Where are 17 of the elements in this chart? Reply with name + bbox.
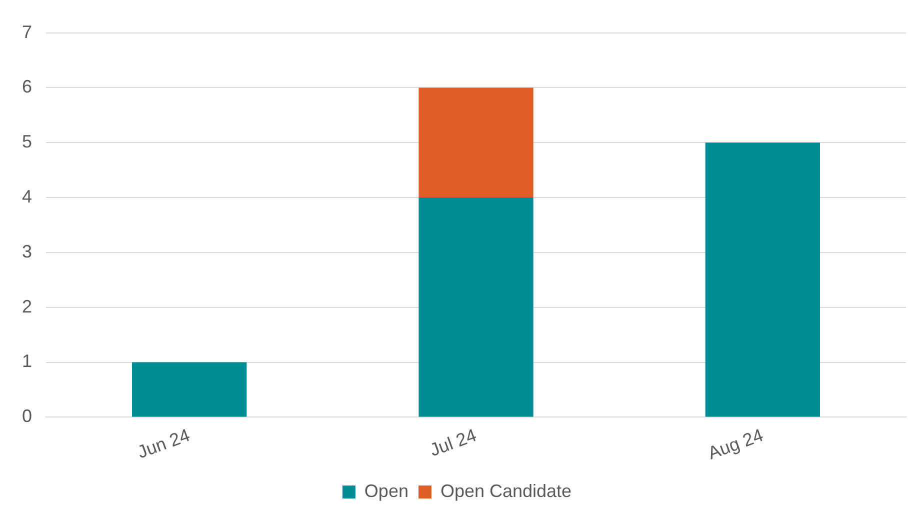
y-tick-label: 7: [22, 22, 32, 42]
y-tick-label: 2: [22, 296, 32, 316]
legend-label: Open: [364, 480, 408, 501]
bar: [418, 88, 534, 198]
y-tick-label: 6: [22, 76, 32, 97]
y-tick-label: 0: [22, 406, 32, 426]
bar: [132, 362, 247, 417]
y-tick-label: 4: [22, 186, 32, 207]
x-tick-label: Jun 24: [134, 424, 192, 462]
bar: [418, 198, 534, 417]
x-tick-label: Aug 24: [705, 424, 766, 464]
y-tick-label: 5: [22, 132, 32, 152]
legend-label: Open Candidate: [440, 480, 572, 501]
bar: [705, 142, 820, 417]
y-tick-label: 3: [22, 241, 32, 262]
x-tick-label: Jul 24: [427, 424, 480, 460]
y-tick-label: 1: [22, 351, 32, 372]
